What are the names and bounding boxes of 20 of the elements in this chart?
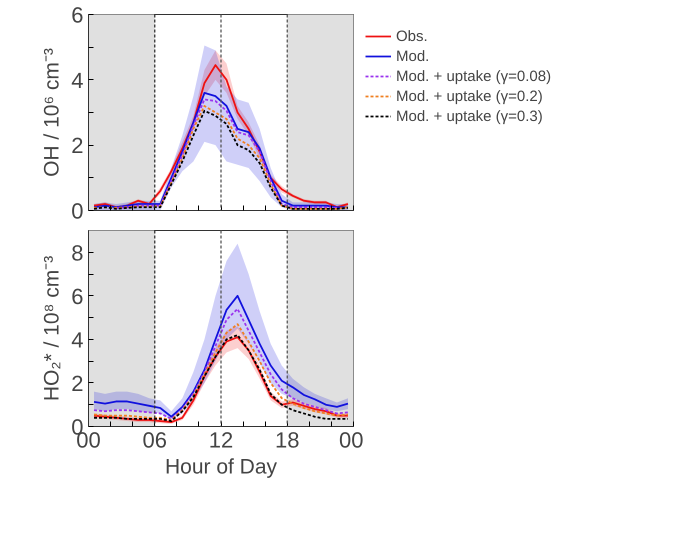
x-tick-label: 12	[208, 428, 234, 452]
legend-label: Obs.	[396, 28, 428, 44]
x-tick-label: 18	[275, 428, 300, 452]
x-tick-label: 06	[142, 428, 167, 452]
legend-label: Mod.	[396, 48, 430, 64]
y-tick-label: 4	[71, 68, 84, 93]
y-axis-title: HO₂* / 10⁸ cm⁻³	[40, 256, 64, 402]
y-tick-label: 8	[71, 240, 84, 266]
legend-label: Mod. + uptake (γ=0.08)	[396, 68, 552, 84]
y-tick-label: 2	[71, 133, 84, 158]
x-axis-title: Hour of Day	[164, 456, 278, 478]
y-tick-label: 2	[71, 370, 84, 396]
y-axis-title: OH / 10⁶ cm⁻³	[40, 48, 64, 177]
y-tick-label: 4	[71, 327, 84, 352]
y-tick-label: 6	[71, 284, 84, 309]
y-tick-label: 6	[71, 2, 84, 28]
legend-label: Mod. + uptake (γ=0.2)	[396, 88, 543, 104]
y-tick-label: 0	[71, 198, 84, 224]
legend-label: Mod. + uptake (γ=0.3)	[396, 108, 543, 124]
x-tick-label: 00	[339, 428, 364, 452]
